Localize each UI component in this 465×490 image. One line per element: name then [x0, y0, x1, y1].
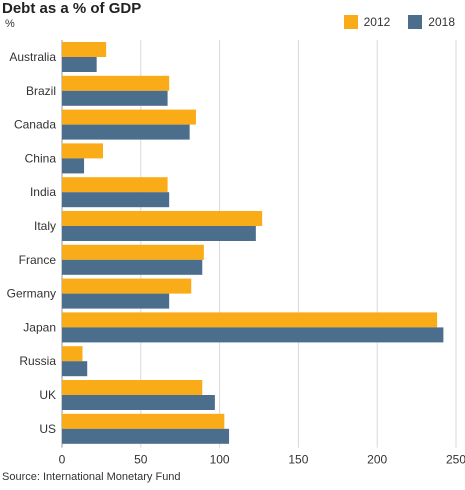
bar-uk-2012	[62, 380, 203, 395]
bar-canada-2018	[62, 124, 190, 140]
legend: 2012 2018	[326, 15, 455, 29]
category-label-brazil: Brazil	[26, 84, 56, 98]
bar-us-2018	[62, 428, 230, 444]
category-label-india: India	[30, 185, 56, 199]
bar-brazil-2018	[62, 90, 168, 106]
legend-swatch-2018	[408, 15, 423, 29]
bar-india-2012	[62, 177, 168, 193]
bar-us-2012	[62, 413, 225, 429]
x-tick-label-50: 50	[134, 453, 148, 467]
legend-label-2012: 2012	[363, 15, 391, 29]
chart-title: Debt as a % of GDP	[2, 0, 142, 17]
category-label-germany: Germany	[7, 287, 56, 301]
bar-india-2018	[62, 192, 170, 208]
category-label-canada: Canada	[14, 118, 56, 132]
bar-china-2018	[62, 158, 85, 174]
bar-china-2012	[62, 143, 103, 159]
legend-item-2012: 2012	[343, 15, 391, 29]
category-label-australia: Australia	[9, 50, 56, 64]
bar-uk-2018	[62, 395, 215, 410]
x-tick-label-0: 0	[59, 453, 66, 467]
legend-label-2018: 2018	[428, 15, 455, 29]
bar-france-2012	[62, 244, 204, 260]
bar-italy-2018	[62, 226, 256, 241]
unit-label: %	[5, 18, 15, 30]
category-label-italy: Italy	[34, 219, 56, 233]
category-label-russia: Russia	[19, 354, 56, 368]
bar-germany-2012	[62, 278, 192, 294]
bar-france-2018	[62, 259, 203, 275]
bar-australia-2018	[62, 57, 97, 72]
bar-australia-2012	[62, 42, 107, 57]
bar-russia-2012	[62, 346, 83, 362]
x-tick-label-250: 250	[446, 453, 465, 467]
source-note: Source: International Monetary Fund	[2, 471, 181, 483]
bar-germany-2018	[62, 293, 170, 309]
category-label-china: China	[25, 151, 57, 165]
bar-canada-2012	[62, 109, 196, 125]
category-label-japan: Japan	[23, 320, 56, 334]
bar-japan-2012	[62, 312, 438, 328]
bar-japan-2018	[62, 327, 444, 343]
category-label-us: US	[39, 422, 56, 436]
x-tick-label-200: 200	[367, 453, 387, 467]
legend-item-2018: 2018	[408, 15, 455, 29]
x-tick-label-150: 150	[288, 453, 308, 467]
category-label-france: France	[19, 253, 57, 267]
bar-brazil-2012	[62, 75, 170, 91]
x-tick-label-100: 100	[210, 453, 230, 467]
bar-russia-2018	[62, 361, 88, 377]
legend-swatch-2012	[343, 15, 358, 29]
bar-italy-2012	[62, 211, 263, 226]
category-label-uk: UK	[39, 388, 56, 402]
